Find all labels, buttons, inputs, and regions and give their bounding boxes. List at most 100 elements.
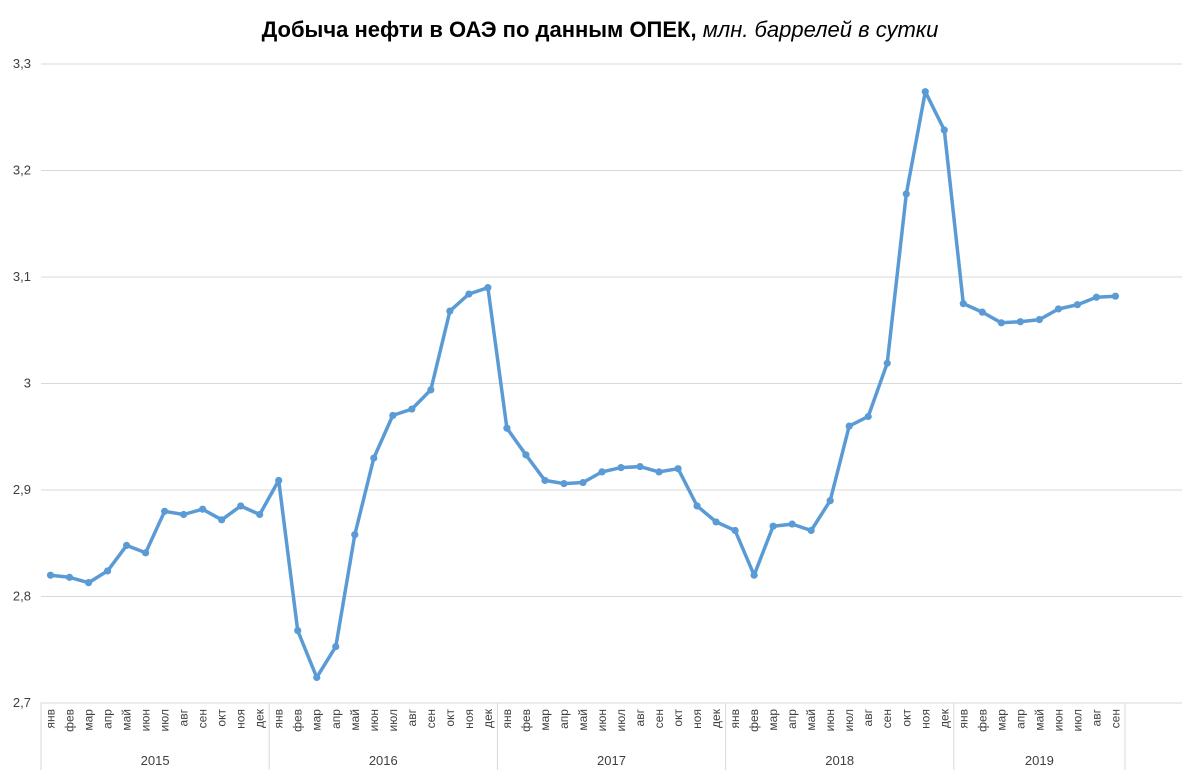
x-tick-label: окт: [671, 709, 685, 727]
data-point: [997, 319, 1005, 327]
data-point: [370, 454, 378, 462]
x-tick-label: сен: [424, 709, 438, 728]
data-point: [180, 510, 188, 519]
x-tick-label: сен: [196, 709, 210, 728]
x-tick-label: мар: [538, 709, 552, 731]
data-point: [237, 502, 245, 510]
y-tick-label: 2,7: [13, 695, 31, 710]
year-label: 2017: [597, 753, 626, 768]
x-tick-label: ноя: [690, 709, 704, 729]
data-point: [389, 411, 397, 420]
chart-title-separator: ,: [690, 17, 702, 42]
x-tick-label: окт: [443, 709, 457, 727]
series-line-group: [46, 88, 1120, 682]
data-point: [750, 571, 758, 579]
x-tick-label: июл: [158, 709, 172, 731]
data-point: [122, 541, 131, 549]
data-point: [693, 502, 701, 510]
x-tick-label: ноя: [462, 709, 476, 729]
chart-subtitle: млн. баррелей в сутки: [703, 17, 939, 42]
x-tick-label: окт: [215, 709, 229, 727]
x-tick-label: янв: [956, 709, 970, 729]
data-point: [940, 126, 948, 134]
x-tick-label: авг: [1089, 708, 1103, 726]
data-point: [579, 478, 587, 487]
data-point: [522, 451, 530, 459]
x-tick-label: июн: [823, 709, 837, 731]
data-point: [598, 468, 606, 476]
chart-title: Добыча нефти в ОАЭ по данным ОПЕК, млн. …: [262, 17, 939, 42]
x-tick-label: янв: [44, 709, 58, 729]
x-tick-label: июл: [614, 709, 628, 731]
x-tick-label: апр: [1013, 709, 1027, 729]
data-point: [883, 359, 891, 367]
data-point: [636, 462, 644, 471]
y-tick-label: 2,9: [13, 482, 31, 497]
data-point: [84, 579, 93, 587]
data-point: [46, 571, 55, 579]
x-tick-label: май: [120, 709, 134, 731]
data-point: [1054, 305, 1062, 313]
data-point: [503, 424, 511, 432]
data-point: [902, 190, 910, 198]
x-tick-label: авг: [633, 708, 647, 726]
data-point: [313, 673, 321, 682]
x-tick-label: фев: [519, 709, 533, 732]
x-tick-label: сен: [1108, 709, 1122, 728]
x-tick-label: фев: [747, 709, 761, 732]
x-tick-label: май: [1032, 709, 1046, 731]
data-point: [769, 522, 777, 530]
x-tick-label: янв: [272, 709, 286, 729]
chart-title-main: Добыча нефти в ОАЭ по данным ОПЕК: [262, 17, 691, 42]
data-point: [1016, 318, 1024, 326]
y-axis: 2,7 2,8 2,9 3 3,1 3,2 3,3: [13, 56, 31, 710]
x-tick-label: апр: [101, 709, 115, 729]
x-tick-label: янв: [728, 709, 742, 729]
data-point: [256, 510, 264, 519]
x-tick-label: май: [804, 709, 818, 731]
data-point: [218, 516, 226, 524]
x-tick-label: ноя: [918, 709, 932, 729]
x-tick-label: июн: [595, 709, 609, 731]
x-tick-label: фев: [291, 709, 305, 732]
data-point: [541, 476, 549, 485]
x-axis: янв фев мар апр май июн июл авг сен окт ноя дек янв ф…: [40, 702, 1182, 770]
data-point: [1111, 292, 1120, 300]
data-point: [294, 626, 302, 635]
data-point: [199, 505, 207, 513]
data-point: [351, 531, 359, 539]
data-point: [864, 412, 872, 421]
x-tick-label: мар: [310, 709, 324, 731]
x-tick-label: май: [348, 709, 362, 731]
data-point: [560, 480, 568, 488]
data-point: [427, 386, 435, 394]
data-point: [161, 507, 169, 515]
data-point: [731, 526, 739, 535]
data-point: [655, 468, 663, 476]
data-point: [826, 497, 834, 505]
data-point: [1092, 293, 1101, 301]
data-point: [617, 464, 625, 472]
data-point: [141, 549, 150, 557]
x-tick-label: фев: [63, 709, 77, 732]
y-tick-label: 3: [24, 376, 31, 391]
x-tick-label: июн: [367, 709, 381, 731]
data-point: [712, 518, 720, 526]
x-tick-label: мар: [766, 709, 780, 731]
x-tick-label: апр: [329, 709, 343, 729]
year-label: 2016: [369, 753, 398, 768]
y-tick-label: 3,1: [13, 269, 31, 284]
x-tick-label: фев: [975, 709, 989, 732]
x-tick-label: июл: [386, 709, 400, 731]
x-tick-label: июл: [842, 709, 856, 731]
data-point: [65, 573, 74, 581]
data-point: [103, 567, 112, 575]
data-point: [959, 300, 967, 308]
data-point: [921, 88, 929, 96]
data-point: [674, 465, 682, 473]
x-tick-label: мар: [994, 709, 1008, 731]
year-label: 2019: [1025, 753, 1054, 768]
x-tick-label: дек: [937, 708, 951, 728]
data-point: [446, 307, 454, 315]
